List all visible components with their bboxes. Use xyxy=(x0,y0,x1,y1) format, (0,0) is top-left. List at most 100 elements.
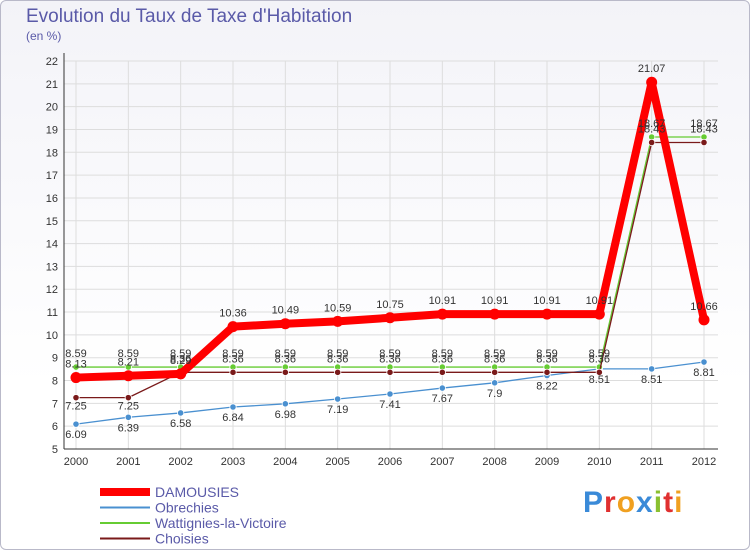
data-point xyxy=(124,394,132,402)
data-point xyxy=(489,308,501,320)
data-label: 8.59 xyxy=(536,348,557,360)
y-tick-label: 9 xyxy=(52,353,58,365)
data-label: 7.41 xyxy=(379,399,400,411)
data-point xyxy=(700,138,708,147)
data-label: 8.59 xyxy=(432,348,453,360)
y-tick-label: 11 xyxy=(47,307,58,319)
y-tick-label: 21 xyxy=(46,79,58,91)
data-point xyxy=(334,368,342,376)
data-point xyxy=(648,365,656,373)
data-label: 21.07 xyxy=(638,63,666,75)
x-tick-label: 2004 xyxy=(273,456,297,468)
data-point xyxy=(593,308,605,320)
data-point xyxy=(227,321,239,333)
data-label: 10.66 xyxy=(690,301,718,313)
x-tick-label: 2010 xyxy=(587,456,611,468)
data-label: 8.36 xyxy=(170,353,191,365)
data-label: 8.51 xyxy=(589,374,610,386)
y-tick-label: 10 xyxy=(46,330,58,342)
data-label: 18.67 xyxy=(690,118,718,130)
data-label: 6.58 xyxy=(170,418,191,430)
y-tick-label: 19 xyxy=(46,124,58,136)
data-label: 10.49 xyxy=(272,305,300,317)
y-tick-label: 16 xyxy=(46,193,58,205)
data-label: 8.59 xyxy=(379,348,400,360)
y-tick-label: 13 xyxy=(46,261,58,273)
data-label: 8.36 xyxy=(222,353,243,365)
data-point xyxy=(175,368,187,380)
legend-label: Wattignies-la-Victoire xyxy=(155,515,287,531)
data-label: 8.59 xyxy=(484,348,505,360)
data-label: 7.19 xyxy=(327,404,348,416)
data-label: 8.29 xyxy=(170,355,191,367)
data-label: 8.36 xyxy=(536,353,557,365)
y-tick-label: 22 xyxy=(46,56,58,68)
data-point xyxy=(229,368,237,376)
x-tick-label: 2005 xyxy=(325,456,349,468)
data-label: 8.59 xyxy=(118,348,139,360)
data-point xyxy=(229,403,237,411)
data-point xyxy=(72,363,80,371)
data-point xyxy=(491,379,499,387)
y-tick-label: 15 xyxy=(46,216,58,228)
y-tick-label: 5 xyxy=(52,444,58,456)
data-point xyxy=(698,314,710,326)
data-label: 18.43 xyxy=(690,123,718,135)
data-label: 10.91 xyxy=(586,295,614,307)
data-label: 8.36 xyxy=(484,353,505,365)
data-label: 6.39 xyxy=(118,422,139,434)
data-label: 8.22 xyxy=(536,381,557,393)
data-point xyxy=(595,368,603,376)
proxiti-logo: Proxiti xyxy=(583,486,684,519)
data-point xyxy=(334,395,342,403)
y-tick-label: 20 xyxy=(46,102,58,114)
data-point xyxy=(72,394,80,402)
data-label: 8.81 xyxy=(693,367,714,379)
data-label: 8.59 xyxy=(589,348,610,360)
data-label: 8.51 xyxy=(641,374,662,386)
data-label: 8.59 xyxy=(327,348,348,360)
data-label: 8.36 xyxy=(275,353,296,365)
data-label: 8.36 xyxy=(327,353,348,365)
data-label: 10.91 xyxy=(481,295,509,307)
data-point xyxy=(281,368,289,376)
data-point xyxy=(72,420,80,428)
data-labels: 8.13 8.21 8.29 10.36 10.49 10.59 10.75 10.91 10.… xyxy=(65,63,717,441)
data-label: 8.36 xyxy=(589,353,610,365)
y-tick-label: 18 xyxy=(46,147,58,159)
data-point xyxy=(491,368,499,376)
data-label: 18.67 xyxy=(638,118,666,130)
data-point xyxy=(646,76,658,88)
data-point xyxy=(281,400,289,408)
data-label: 8.59 xyxy=(65,348,86,360)
data-point xyxy=(177,409,185,417)
y-tick-label: 12 xyxy=(46,284,58,296)
y-tick-label: 8 xyxy=(52,376,58,388)
data-point xyxy=(436,308,448,320)
data-label: 8.21 xyxy=(118,357,139,369)
data-label: 8.13 xyxy=(65,359,86,371)
data-point xyxy=(70,372,82,384)
data-point xyxy=(541,308,553,320)
data-point xyxy=(543,368,551,376)
data-label: 7.9 xyxy=(487,388,502,400)
data-point xyxy=(122,370,134,382)
data-point xyxy=(384,312,396,324)
legend-label: Choisies xyxy=(155,531,209,547)
series-lines xyxy=(70,76,710,428)
y-tick-label: 17 xyxy=(46,170,58,182)
data-label: 8.36 xyxy=(432,353,453,365)
data-label: 7.67 xyxy=(432,393,453,405)
data-point xyxy=(700,358,708,366)
data-label: 6.98 xyxy=(275,409,296,421)
data-label: 8.59 xyxy=(170,348,191,360)
data-label: 18.43 xyxy=(638,123,666,135)
x-tick-label: 2008 xyxy=(482,456,506,468)
legend-label: Obrechies xyxy=(155,500,219,516)
legend: DAMOUSIESObrechiesWattignies-la-Victoire… xyxy=(100,484,287,547)
x-tick-label: 2002 xyxy=(168,456,192,468)
data-point xyxy=(438,384,446,392)
y-tick-label: 6 xyxy=(52,421,58,433)
